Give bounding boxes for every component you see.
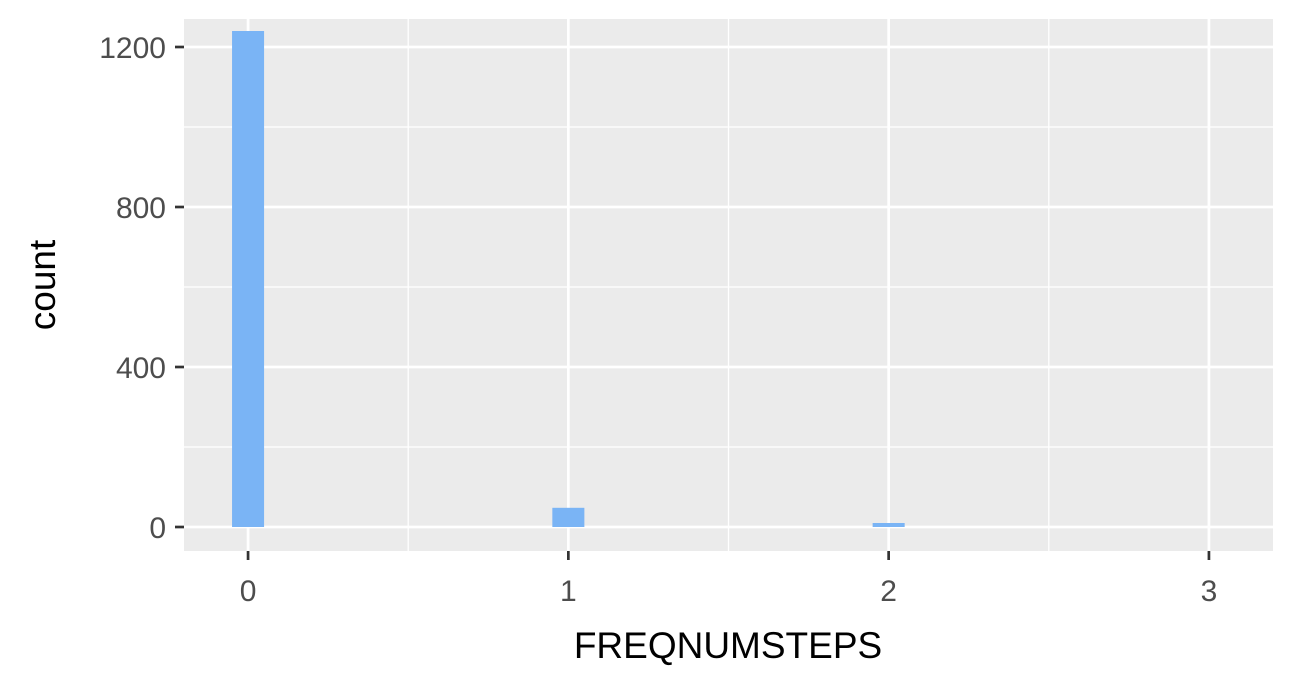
- histogram-bar: [552, 507, 585, 527]
- x-axis: 0 1 2 3: [240, 551, 1218, 608]
- histogram-bar: [872, 523, 905, 527]
- x-tick-label: 0: [240, 575, 257, 608]
- y-axis-title: count: [22, 239, 63, 330]
- y-tick-label: 400: [116, 352, 166, 385]
- y-tick-label: 800: [116, 192, 166, 225]
- histogram-bar: [232, 31, 265, 527]
- x-tick-label: 2: [880, 575, 897, 608]
- y-tick-label: 0: [149, 512, 166, 545]
- bars: [232, 31, 905, 527]
- y-tick-label: 1200: [99, 32, 166, 65]
- x-axis-title: FREQNUMSTEPS: [574, 625, 882, 666]
- x-tick-label: 3: [1201, 575, 1218, 608]
- major-gridlines: [184, 19, 1273, 551]
- x-tick-label: 1: [560, 575, 577, 608]
- y-axis: 0 400 800 1200: [99, 32, 184, 545]
- minor-gridlines: [184, 19, 1273, 551]
